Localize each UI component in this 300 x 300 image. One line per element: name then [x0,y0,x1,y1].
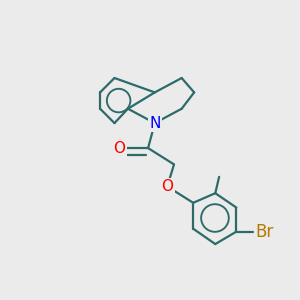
Text: Br: Br [256,223,274,241]
Text: O: O [161,179,173,194]
Text: O: O [113,141,125,156]
Text: N: N [149,116,160,130]
